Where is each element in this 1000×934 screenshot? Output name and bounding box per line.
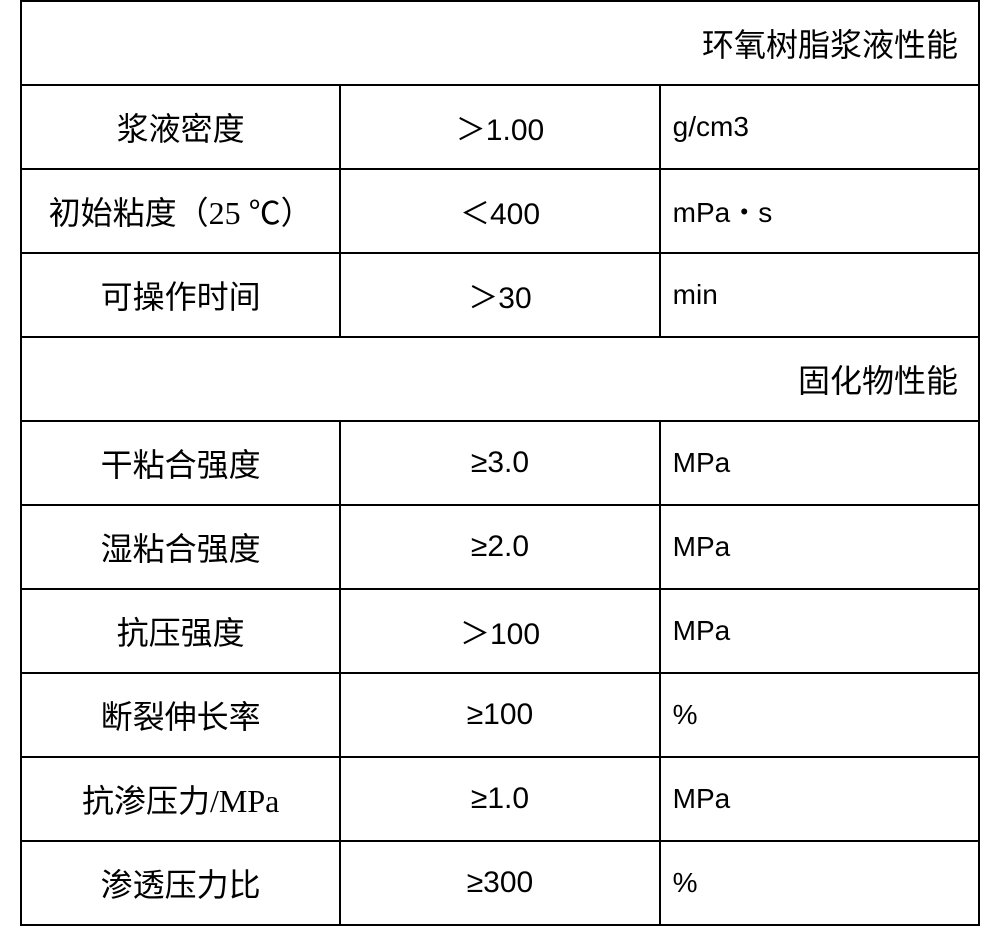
value-cell: ＜400 — [340, 169, 659, 253]
value-cell: ＞100 — [340, 589, 659, 673]
table-row: 抗渗压力/MPa ≥1.0 MPa — [21, 757, 979, 841]
unit-cell: MPa — [660, 421, 979, 505]
param-cell: 抗渗压力/MPa — [21, 757, 340, 841]
param-cell: 可操作时间 — [21, 253, 340, 337]
param-cell: 浆液密度 — [21, 85, 340, 169]
value-cell: ≥3.0 — [340, 421, 659, 505]
unit-cell: min — [660, 253, 979, 337]
param-cell: 断裂伸长率 — [21, 673, 340, 757]
unit-cell: % — [660, 673, 979, 757]
param-cell: 湿粘合强度 — [21, 505, 340, 589]
value-cell: ≥2.0 — [340, 505, 659, 589]
value-cell: ≥300 — [340, 841, 659, 925]
value-cell: ＞30 — [340, 253, 659, 337]
table-row: 抗压强度 ＞100 MPa — [21, 589, 979, 673]
unit-cell: % — [660, 841, 979, 925]
param-cell: 干粘合强度 — [21, 421, 340, 505]
value-cell: ≥100 — [340, 673, 659, 757]
section1-title: 环氧树脂浆液性能 — [21, 1, 979, 85]
table-row: 断裂伸长率 ≥100 % — [21, 673, 979, 757]
table-row: 初始粘度（25 ℃） ＜400 mPa・s — [21, 169, 979, 253]
param-cell: 初始粘度（25 ℃） — [21, 169, 340, 253]
value-cell: ＞1.00 — [340, 85, 659, 169]
table-row: 干粘合强度 ≥3.0 MPa — [21, 421, 979, 505]
unit-cell: MPa — [660, 589, 979, 673]
unit-cell: mPa・s — [660, 169, 979, 253]
section2-title: 固化物性能 — [21, 337, 979, 421]
table-row: 浆液密度 ＞1.00 g/cm3 — [21, 85, 979, 169]
section-header-row: 固化物性能 — [21, 337, 979, 421]
table-row: 可操作时间 ＞30 min — [21, 253, 979, 337]
param-cell: 渗透压力比 — [21, 841, 340, 925]
unit-cell: MPa — [660, 505, 979, 589]
spec-table: 环氧树脂浆液性能 浆液密度 ＞1.00 g/cm3 初始粘度（25 ℃） ＜40… — [20, 0, 980, 926]
section-header-row: 环氧树脂浆液性能 — [21, 1, 979, 85]
value-cell: ≥1.0 — [340, 757, 659, 841]
unit-cell: MPa — [660, 757, 979, 841]
param-cell: 抗压强度 — [21, 589, 340, 673]
table-row: 湿粘合强度 ≥2.0 MPa — [21, 505, 979, 589]
table-row: 渗透压力比 ≥300 % — [21, 841, 979, 925]
unit-cell: g/cm3 — [660, 85, 979, 169]
